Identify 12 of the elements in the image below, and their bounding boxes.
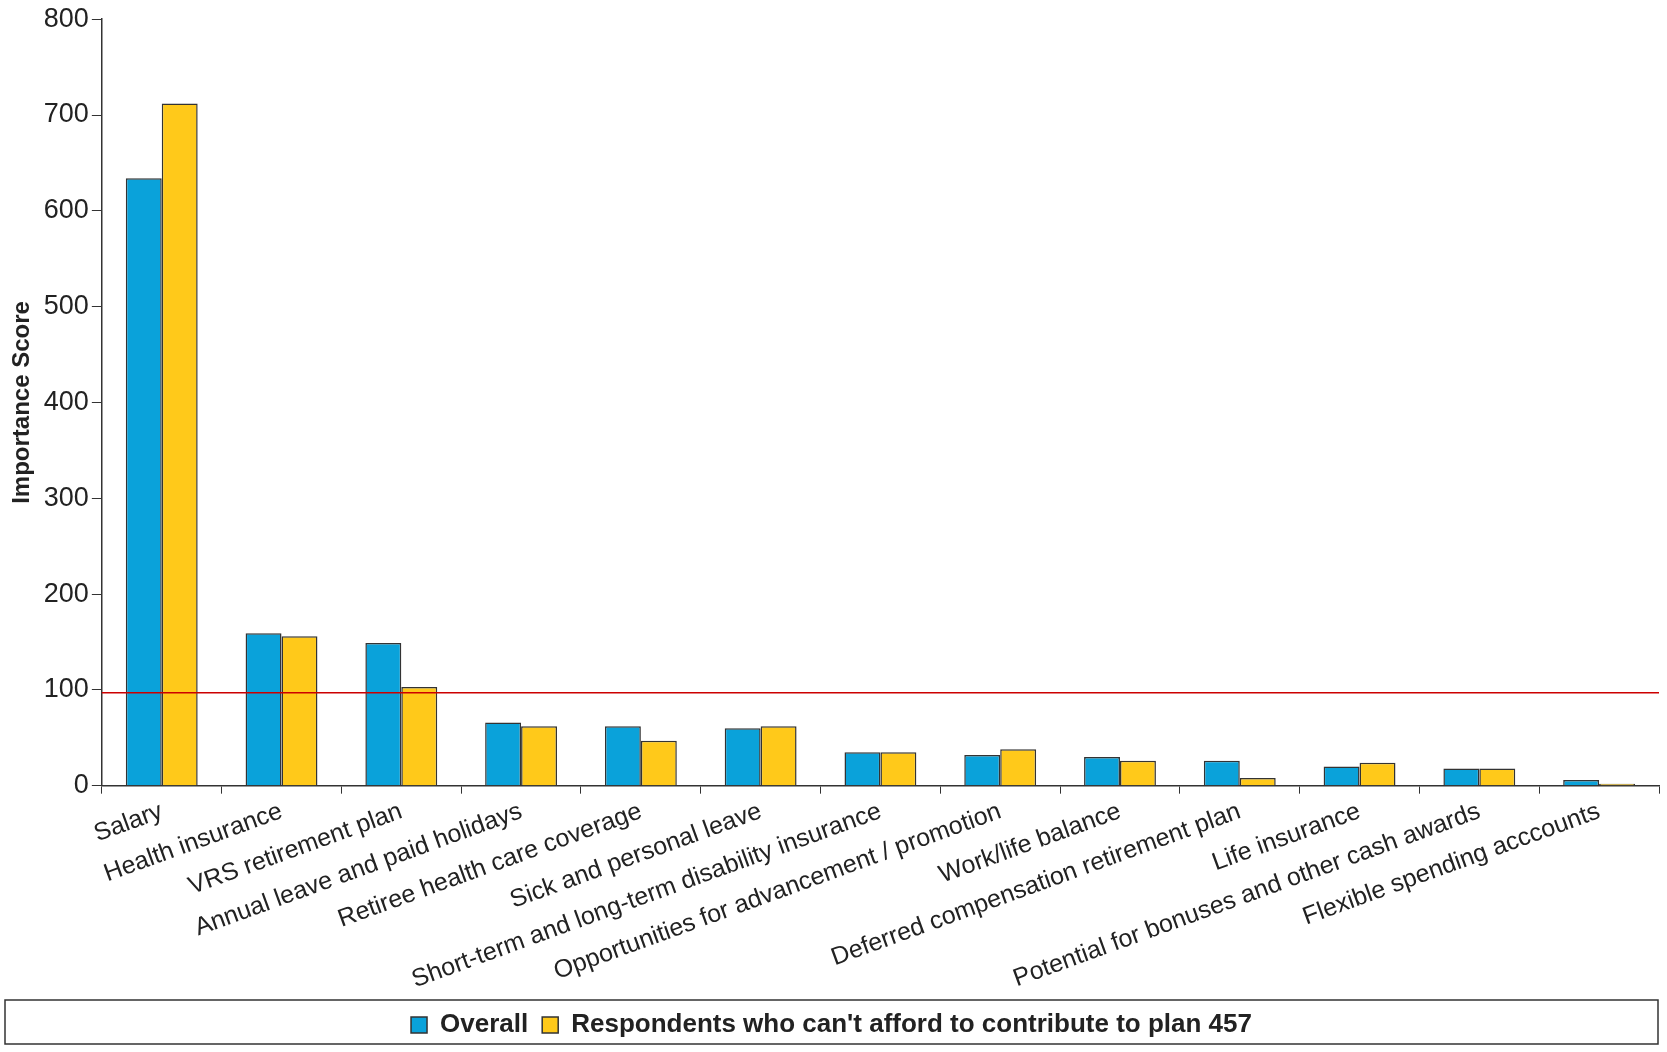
y-tick-label: 100 (43, 673, 89, 704)
y-tick-label: 0 (73, 769, 89, 800)
legend-label: Overall (440, 1008, 529, 1039)
y-tick-label: 300 (43, 481, 89, 512)
y-tick-label: 500 (43, 290, 89, 321)
legend-label: Respondents who can't afford to contribute to plan 457 (571, 1008, 1252, 1039)
y-axis-title: Importance Score (7, 301, 35, 504)
y-tick-label: 600 (43, 194, 89, 225)
y-tick-label: 200 (43, 577, 89, 608)
y-tick-label: 700 (43, 98, 89, 129)
y-tick-label: 400 (43, 385, 89, 416)
y-tick-label: 800 (43, 2, 89, 33)
